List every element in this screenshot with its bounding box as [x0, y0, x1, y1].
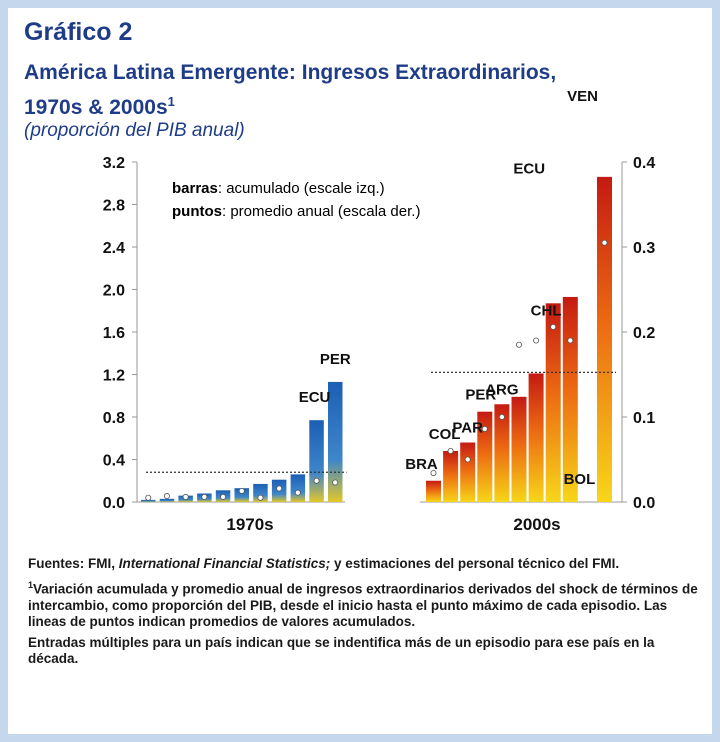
group-labels-layer: 1970s 2000s	[226, 515, 560, 534]
left-tick-label: 0.0	[103, 495, 125, 512]
right-tick-label: 0.1	[633, 410, 655, 427]
subtitle-line2: 1970s & 2000s	[24, 96, 168, 119]
left-tick-label: 0.8	[103, 410, 125, 427]
legend-points-key: puntos	[172, 203, 222, 220]
bar	[597, 176, 612, 502]
left-tick-label: 0.4	[103, 453, 125, 470]
legend-bars-key: barras	[172, 180, 218, 197]
avg-point	[447, 447, 454, 454]
subtitle-line1: América Latina Emergente: Ingresos Extra…	[24, 61, 557, 84]
bar	[253, 483, 268, 502]
chart-panel	[8, 8, 712, 734]
avg-point	[145, 494, 152, 501]
bar-label: ARG	[485, 381, 518, 398]
bar	[528, 373, 544, 502]
chart-notes: Fuentes: FMI, International Financial St…	[28, 556, 698, 672]
avg-point	[238, 487, 245, 494]
chart-title: Gráfico 2	[24, 18, 133, 46]
bar	[494, 404, 510, 502]
bar-label: PAR	[452, 420, 483, 437]
bar	[141, 499, 156, 502]
footnote-1: 1Variación acumulada y promedio anual de…	[28, 577, 698, 631]
bar	[477, 411, 493, 502]
avg-point	[516, 341, 523, 348]
mean-lines-layer	[146, 371, 616, 473]
multiple-entries-note: Entradas múltiples para un país indican …	[28, 634, 655, 667]
bar-label: COL	[429, 426, 461, 443]
avg-point	[294, 489, 301, 496]
bars-layer	[141, 176, 612, 502]
left-tick-label: 3.2	[103, 155, 125, 172]
bar-label: CHL	[531, 302, 562, 319]
avg-point	[313, 477, 320, 484]
bar	[443, 451, 459, 502]
avg-point	[430, 470, 437, 477]
bar-label: PER	[465, 387, 496, 404]
bar	[545, 303, 561, 502]
avg-point	[567, 337, 574, 344]
bar-label: BRA	[405, 456, 438, 473]
sources-prefix: Fuentes: FMI,	[28, 556, 119, 571]
avg-point	[550, 323, 557, 330]
right-axis-ticks: 0.0 0.1 0.2 0.3 0.4	[622, 155, 655, 512]
sources-rest: y estimaciones del personal técnico del …	[330, 556, 620, 571]
bar-label: VEN	[567, 88, 598, 105]
group-label: 1970s	[226, 515, 273, 534]
legend-points-desc: : promedio anual (escala der.)	[222, 203, 420, 220]
avg-point	[163, 493, 170, 500]
right-tick-label: 0.2	[633, 325, 655, 342]
bar-label: ECU	[513, 160, 545, 177]
bar	[234, 488, 249, 502]
avg-point	[464, 456, 471, 463]
avg-point	[533, 337, 540, 344]
left-axis-ticks: 0.0 0.4 0.8 1.2 1.6 2.0 2.4 2.8 3.2	[103, 155, 137, 512]
avg-point	[332, 479, 339, 486]
chart-units: (proporción del PIB anual)	[24, 120, 245, 141]
bar-label: BOL	[564, 471, 596, 488]
subtitle-footnote-mark: 1	[167, 94, 175, 109]
footnote-text: Variación acumulada y promedio anual de …	[28, 581, 698, 629]
bar	[511, 396, 527, 502]
avg-point	[481, 425, 488, 432]
bar	[290, 474, 306, 502]
bar-label: ECU	[299, 389, 331, 406]
left-tick-label: 2.4	[103, 240, 125, 257]
left-tick-label: 1.6	[103, 325, 125, 342]
right-tick-label: 0.4	[633, 155, 655, 172]
legend-bars-desc: : acumulado (escale izq.)	[218, 180, 385, 197]
left-tick-label: 2.0	[103, 283, 125, 300]
right-tick-label: 0.0	[633, 495, 655, 512]
bar-label: PER	[320, 351, 351, 368]
right-tick-label: 0.3	[633, 240, 655, 257]
avg-point	[182, 493, 189, 500]
left-tick-label: 1.2	[103, 368, 125, 385]
bar	[426, 480, 441, 502]
footnote-mark: 1	[28, 579, 34, 590]
avg-point	[498, 413, 505, 420]
legend-bars: barras: acumulado (escale izq.)	[172, 180, 385, 197]
chart-subtitle: América Latina Emergente: Ingresos Extra…	[24, 58, 704, 122]
bar	[309, 420, 324, 502]
avg-points-layer	[145, 239, 608, 501]
avg-point	[220, 493, 227, 500]
sources-note: Fuentes: FMI, International Financial St…	[28, 556, 698, 573]
avg-point	[601, 239, 608, 246]
bar	[159, 498, 175, 502]
bar-chart: barras: acumulado (escale izq.) puntos: …	[103, 88, 656, 534]
legend-points: puntos: promedio anual (escala der.)	[172, 203, 420, 220]
bar	[562, 296, 578, 502]
avg-point	[276, 485, 283, 492]
left-tick-label: 2.8	[103, 198, 125, 215]
avg-point	[201, 493, 208, 500]
sources-title: International Financial Statistics;	[118, 556, 331, 571]
bar	[460, 442, 476, 502]
group-label: 2000s	[513, 515, 560, 534]
avg-point	[257, 494, 264, 501]
